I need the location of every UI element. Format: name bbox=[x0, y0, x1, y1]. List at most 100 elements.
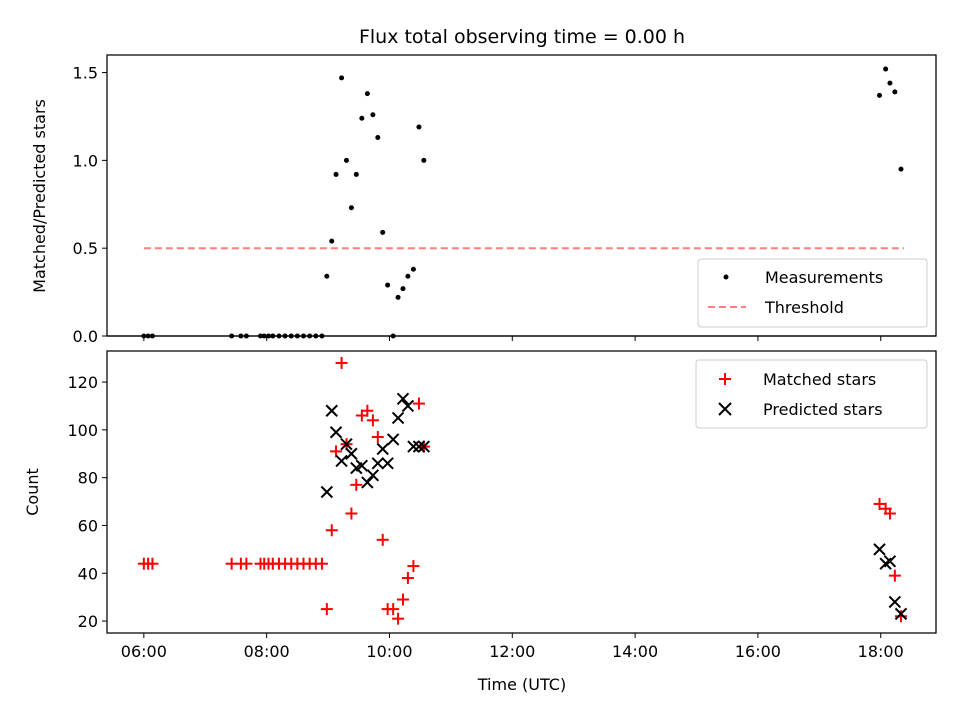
measurement-point bbox=[380, 229, 386, 235]
measurement-point bbox=[400, 286, 406, 292]
predicted-star-point bbox=[417, 440, 431, 453]
measurement-point bbox=[877, 92, 883, 98]
legend-label-threshold: Threshold bbox=[764, 298, 844, 317]
top-y-tick-label: 1.5 bbox=[73, 64, 98, 83]
bottom-y-axis-label: Count bbox=[23, 468, 42, 516]
matched-star-point bbox=[401, 572, 414, 585]
predicted-star-point bbox=[325, 404, 338, 417]
bottom-x-tick-label: 08:00 bbox=[244, 642, 290, 661]
measurement-point bbox=[353, 171, 359, 177]
measurement-point bbox=[410, 266, 416, 272]
bottom-x-tick-label: 10:00 bbox=[366, 642, 412, 661]
predicted-star-point bbox=[412, 440, 426, 453]
bottom-y-tick-label: 120 bbox=[67, 373, 98, 392]
matched-star-point bbox=[387, 603, 400, 616]
matched-star-point bbox=[366, 414, 379, 427]
bottom-y-tick-label: 60 bbox=[78, 516, 98, 535]
matched-star-point bbox=[371, 431, 384, 444]
predicted-star-point bbox=[888, 595, 902, 609]
predicted-stars-series bbox=[320, 392, 908, 621]
top-panel: 0.0 0.5 1.0 1.5 Matched/Predicted stars Mea… bbox=[30, 54, 937, 346]
matched-star-point bbox=[325, 524, 338, 537]
matched-star-point bbox=[361, 404, 374, 417]
predicted-star-point bbox=[345, 447, 358, 460]
bottom-x-tick-label: 12:00 bbox=[489, 642, 535, 661]
top-legend: Measurements Threshold bbox=[697, 258, 928, 328]
bottom-x-tick-label: 06:00 bbox=[121, 642, 167, 661]
matched-star-point bbox=[392, 612, 405, 625]
predicted-star-point bbox=[320, 485, 334, 499]
measurement-point bbox=[375, 135, 381, 141]
bottom-y-tick-label: 20 bbox=[78, 612, 98, 631]
bottom-x-tick-label: 14:00 bbox=[612, 642, 658, 661]
matched-star-point bbox=[412, 397, 425, 410]
top-y-ticks: 0.0 0.5 1.0 1.5 bbox=[73, 64, 107, 346]
measurement-point bbox=[333, 171, 339, 177]
predicted-star-point bbox=[355, 459, 369, 472]
predicted-star-point bbox=[376, 442, 389, 456]
bottom-x-axis-label: Time (UTC) bbox=[477, 675, 566, 694]
predicted-star-point bbox=[401, 399, 415, 413]
matched-star-point bbox=[894, 610, 907, 623]
predicted-star-point bbox=[894, 607, 908, 621]
measurement-point bbox=[348, 205, 354, 211]
bottom-x-ticks: 06:00 08:00 10:00 12:00 14:00 16:00 18:00 bbox=[121, 633, 904, 661]
measurement-point bbox=[421, 157, 427, 163]
measurement-point bbox=[359, 115, 365, 121]
predicted-star-point bbox=[407, 440, 420, 453]
predicted-star-point bbox=[371, 457, 385, 470]
matched-star-point bbox=[350, 478, 363, 491]
matched-star-point bbox=[396, 593, 409, 606]
legend-marker-predicted bbox=[718, 402, 732, 416]
top-legend-box bbox=[697, 258, 928, 328]
bottom-y-tick-label: 40 bbox=[78, 564, 98, 583]
bottom-x-tick-label: 16:00 bbox=[735, 642, 781, 661]
predicted-star-point bbox=[335, 454, 348, 468]
measurement-point bbox=[416, 124, 422, 130]
predicted-star-point bbox=[883, 555, 897, 568]
matched-star-point bbox=[376, 533, 389, 546]
measurement-point bbox=[892, 89, 898, 95]
matched-star-point bbox=[146, 557, 159, 570]
predicted-star-point bbox=[381, 457, 394, 470]
measurement-point bbox=[405, 273, 411, 279]
matched-star-point bbox=[335, 356, 348, 369]
measurement-point bbox=[364, 91, 370, 97]
matched-star-point bbox=[320, 603, 333, 616]
measurement-point bbox=[329, 238, 335, 244]
bottom-legend: Matched stars Predicted stars bbox=[695, 359, 928, 429]
predicted-star-point bbox=[361, 476, 374, 489]
measurement-point bbox=[395, 294, 401, 300]
predicted-star-point bbox=[340, 437, 353, 451]
matched-star-point bbox=[315, 557, 328, 570]
top-y-axis-label: Matched/Predicted stars bbox=[30, 99, 49, 293]
predicted-star-point bbox=[391, 411, 405, 425]
legend-label-measurements: Measurements bbox=[765, 268, 883, 287]
matched-star-point bbox=[407, 560, 420, 573]
measurement-point bbox=[385, 282, 391, 288]
predicted-star-point bbox=[366, 469, 380, 482]
measurement-point bbox=[883, 66, 889, 72]
matched-star-point bbox=[330, 445, 343, 458]
bottom-plot-frame bbox=[106, 350, 937, 634]
top-y-tick-label: 0.0 bbox=[73, 327, 98, 346]
matched-star-point bbox=[240, 557, 253, 570]
bottom-panel: 20 40 60 80 100 120 06:00 08:00 10:00 12:00 14:00… bbox=[23, 350, 937, 694]
bottom-y-ticks: 20 40 60 80 100 120 bbox=[67, 373, 107, 631]
legend-label-predicted: Predicted stars bbox=[763, 400, 883, 419]
matched-star-point bbox=[888, 569, 901, 582]
matched-star-point bbox=[873, 497, 886, 510]
top-y-tick-label: 1.0 bbox=[73, 151, 98, 170]
predicted-star-point bbox=[329, 426, 343, 439]
measurement-point bbox=[887, 80, 893, 86]
measurement-point bbox=[898, 166, 904, 172]
bottom-x-tick-label: 18:00 bbox=[858, 642, 904, 661]
bottom-y-tick-label: 80 bbox=[78, 469, 98, 488]
matched-star-point bbox=[883, 507, 896, 520]
predicted-star-point bbox=[873, 543, 886, 556]
top-y-tick-label: 0.5 bbox=[73, 239, 98, 258]
legend-marker-measurements bbox=[723, 274, 729, 280]
legend-label-matched: Matched stars bbox=[763, 370, 876, 389]
measurement-point bbox=[339, 75, 345, 81]
